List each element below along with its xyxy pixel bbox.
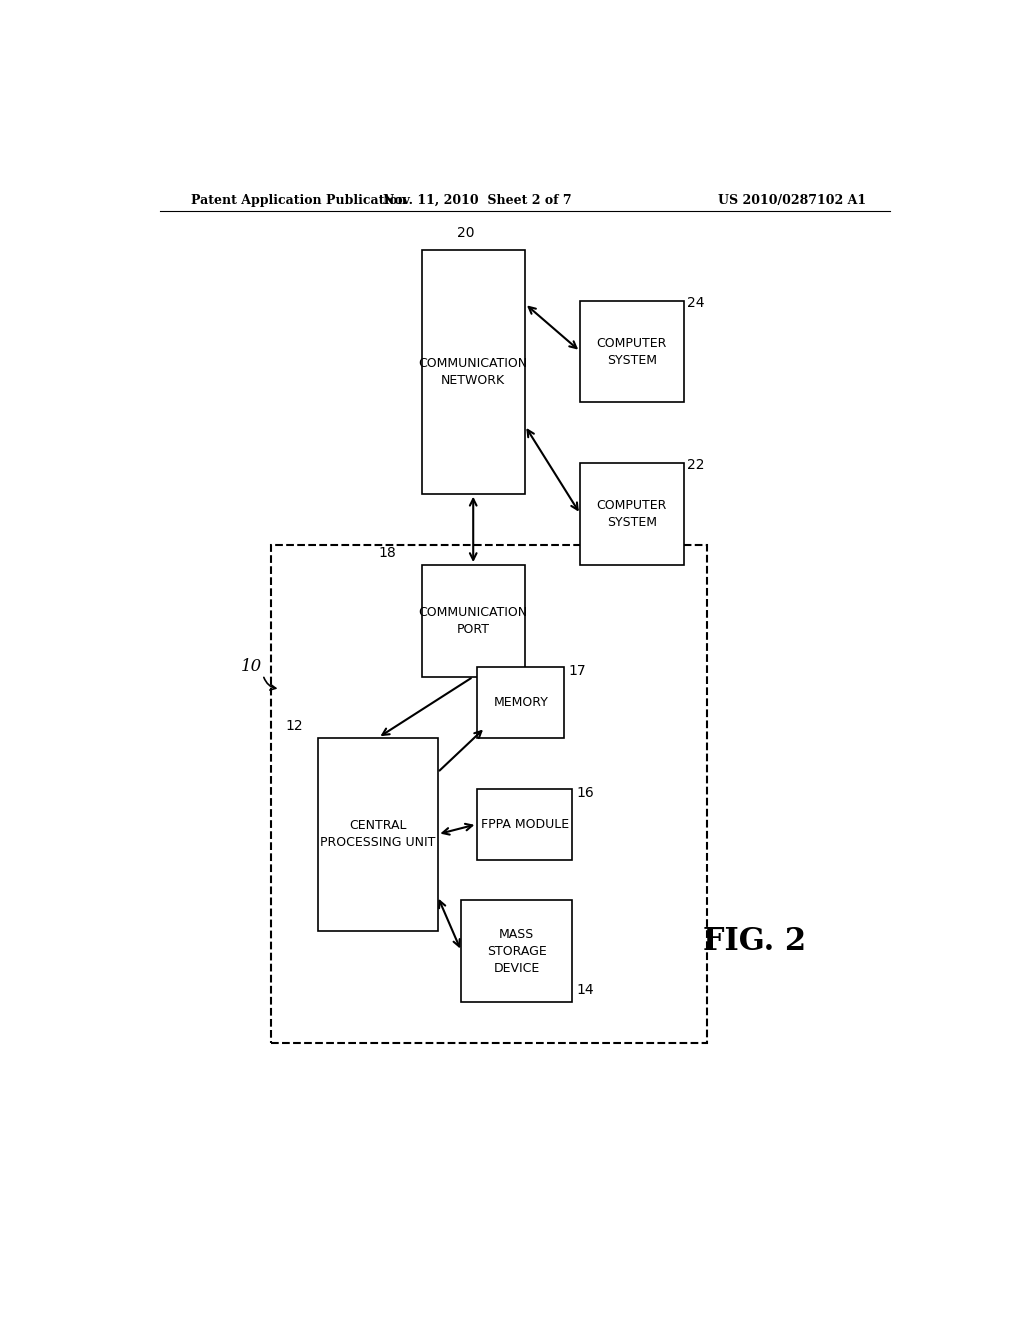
Text: 24: 24: [687, 296, 705, 310]
Text: COMPUTER
SYSTEM: COMPUTER SYSTEM: [597, 499, 667, 529]
Text: 22: 22: [687, 458, 705, 473]
Text: 14: 14: [577, 983, 594, 997]
Text: MEMORY: MEMORY: [494, 696, 548, 709]
FancyBboxPatch shape: [422, 249, 524, 494]
Text: COMPUTER
SYSTEM: COMPUTER SYSTEM: [597, 337, 667, 367]
Text: CENTRAL
PROCESSING UNIT: CENTRAL PROCESSING UNIT: [321, 820, 435, 849]
Text: 18: 18: [378, 546, 395, 560]
FancyBboxPatch shape: [422, 565, 524, 677]
Text: Patent Application Publication: Patent Application Publication: [191, 194, 407, 207]
Text: FPPA MODULE: FPPA MODULE: [480, 817, 569, 830]
FancyBboxPatch shape: [461, 900, 572, 1002]
FancyBboxPatch shape: [581, 301, 684, 403]
FancyBboxPatch shape: [477, 667, 564, 738]
Text: FIG. 2: FIG. 2: [703, 925, 807, 957]
Text: Nov. 11, 2010  Sheet 2 of 7: Nov. 11, 2010 Sheet 2 of 7: [383, 194, 571, 207]
Text: COMMUNICATION
NETWORK: COMMUNICATION NETWORK: [419, 356, 527, 387]
Text: COMMUNICATION
PORT: COMMUNICATION PORT: [419, 606, 527, 636]
Text: 17: 17: [568, 664, 586, 677]
Text: US 2010/0287102 A1: US 2010/0287102 A1: [718, 194, 866, 207]
Text: 16: 16: [577, 785, 594, 800]
Text: 10: 10: [241, 659, 262, 675]
Text: 20: 20: [458, 226, 475, 240]
FancyBboxPatch shape: [477, 788, 572, 859]
FancyBboxPatch shape: [318, 738, 437, 931]
Text: 12: 12: [285, 718, 303, 733]
Text: MASS
STORAGE
DEVICE: MASS STORAGE DEVICE: [487, 928, 547, 974]
FancyBboxPatch shape: [581, 463, 684, 565]
